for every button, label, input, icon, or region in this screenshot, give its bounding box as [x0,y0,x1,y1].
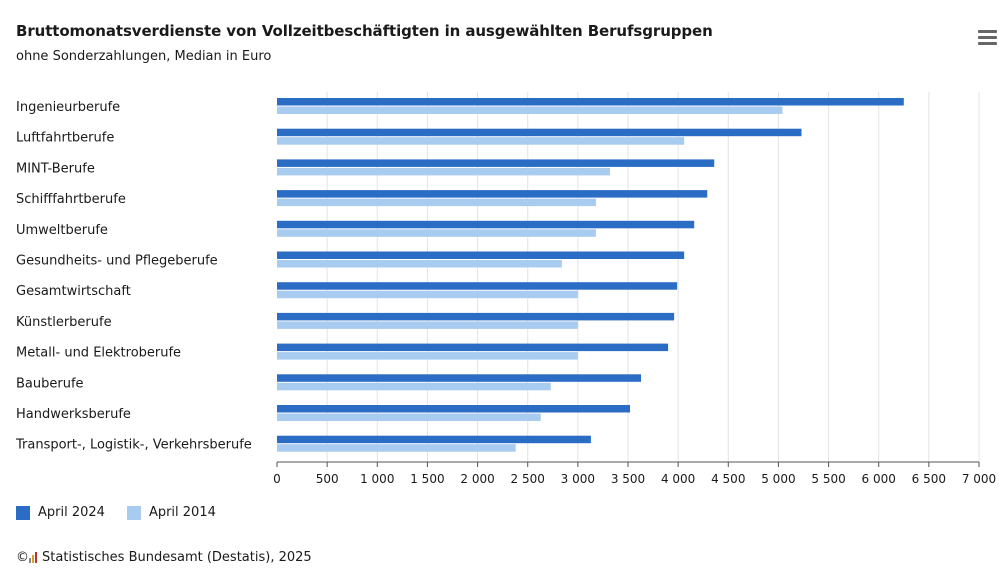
credit-text: Statistisches Bundesamt (Destatis), 2025 [42,550,312,565]
bar-chart: Ingenieurberufe Luftfahrtberufe MINT-Beruf… [15,92,996,486]
copyright-symbol: © [16,550,29,565]
x-tick-label: 3 000 [561,472,595,486]
bar[interactable] [277,290,578,299]
bar[interactable] [277,106,783,115]
bar[interactable] [277,220,695,229]
x-tick-label: 1 500 [410,472,444,486]
bar[interactable] [277,190,708,198]
legend-swatch-2014 [126,505,141,520]
bar[interactable] [277,352,578,360]
x-tick-label: 6 000 [862,472,896,486]
category-label: Transport-, Logistik-, Verkehrsberufe [15,438,252,453]
legend-label-2024: April 2024 [38,505,105,520]
category-label: Metall- und Elektroberufe [16,346,181,361]
bar[interactable] [277,98,904,106]
x-tick-label: 2 000 [460,472,494,486]
x-tick-label: 6 500 [912,472,946,486]
bar[interactable] [277,382,551,391]
x-tick-label: 0 [273,472,281,486]
category-label: Gesamtwirtschaft [16,284,131,299]
legend-item-2014[interactable]: April 2014 [126,505,216,520]
source-credit: © Statistisches Bundesamt (Destatis), 20… [16,550,312,565]
bar[interactable] [277,413,541,422]
category-label: MINT-Berufe [16,161,95,176]
bar[interactable] [277,198,596,207]
bar[interactable] [277,435,591,444]
bar[interactable] [277,229,596,237]
destatis-logo-icon [29,552,38,563]
category-label: Handwerksberufe [16,407,131,422]
category-label: Gesundheits- und Pflegeberufe [16,254,218,269]
category-label: Luftfahrtberufe [16,131,114,146]
hamburger-menu-icon[interactable] [976,28,998,48]
x-tick-label: 7 000 [962,472,996,486]
legend-item-2024[interactable]: April 2024 [16,505,105,520]
x-tick-label: 1 000 [360,472,394,486]
legend-label-2014: April 2014 [148,505,216,520]
bar[interactable] [277,137,685,145]
category-label: Umweltberufe [16,223,108,238]
bar[interactable] [277,312,675,321]
x-tick-label: 4 000 [661,472,695,486]
bar[interactable] [277,128,802,137]
bar[interactable] [277,374,642,382]
x-tick-label: 5 500 [811,472,845,486]
bar[interactable] [277,343,669,352]
bar[interactable] [277,159,715,167]
bar[interactable] [277,251,685,260]
chart-subtitle: ohne Sonderzahlungen, Median in Euro [16,49,272,64]
category-label: Ingenieurberufe [16,100,120,115]
category-label: Schifffahrtberufe [16,192,126,207]
x-tick-label: 2 500 [511,472,545,486]
category-label: Bauberufe [16,376,84,391]
bar[interactable] [277,282,678,290]
x-tick-label: 4 500 [711,472,745,486]
legend-swatch-2024 [16,505,30,520]
x-tick-label: 3 500 [611,472,645,486]
bar[interactable] [277,444,516,452]
bar[interactable] [277,260,562,268]
x-tick-label: 500 [316,472,339,486]
category-label: Künstlerberufe [16,315,112,330]
chart-title: Bruttomonatsverdienste von Vollzeitbesch… [16,22,713,40]
bar[interactable] [277,167,610,176]
x-tick-label: 5 000 [761,472,795,486]
bar[interactable] [277,405,631,413]
bar[interactable] [277,321,578,329]
chart-legend: April 2024 April 2014 [16,505,238,520]
